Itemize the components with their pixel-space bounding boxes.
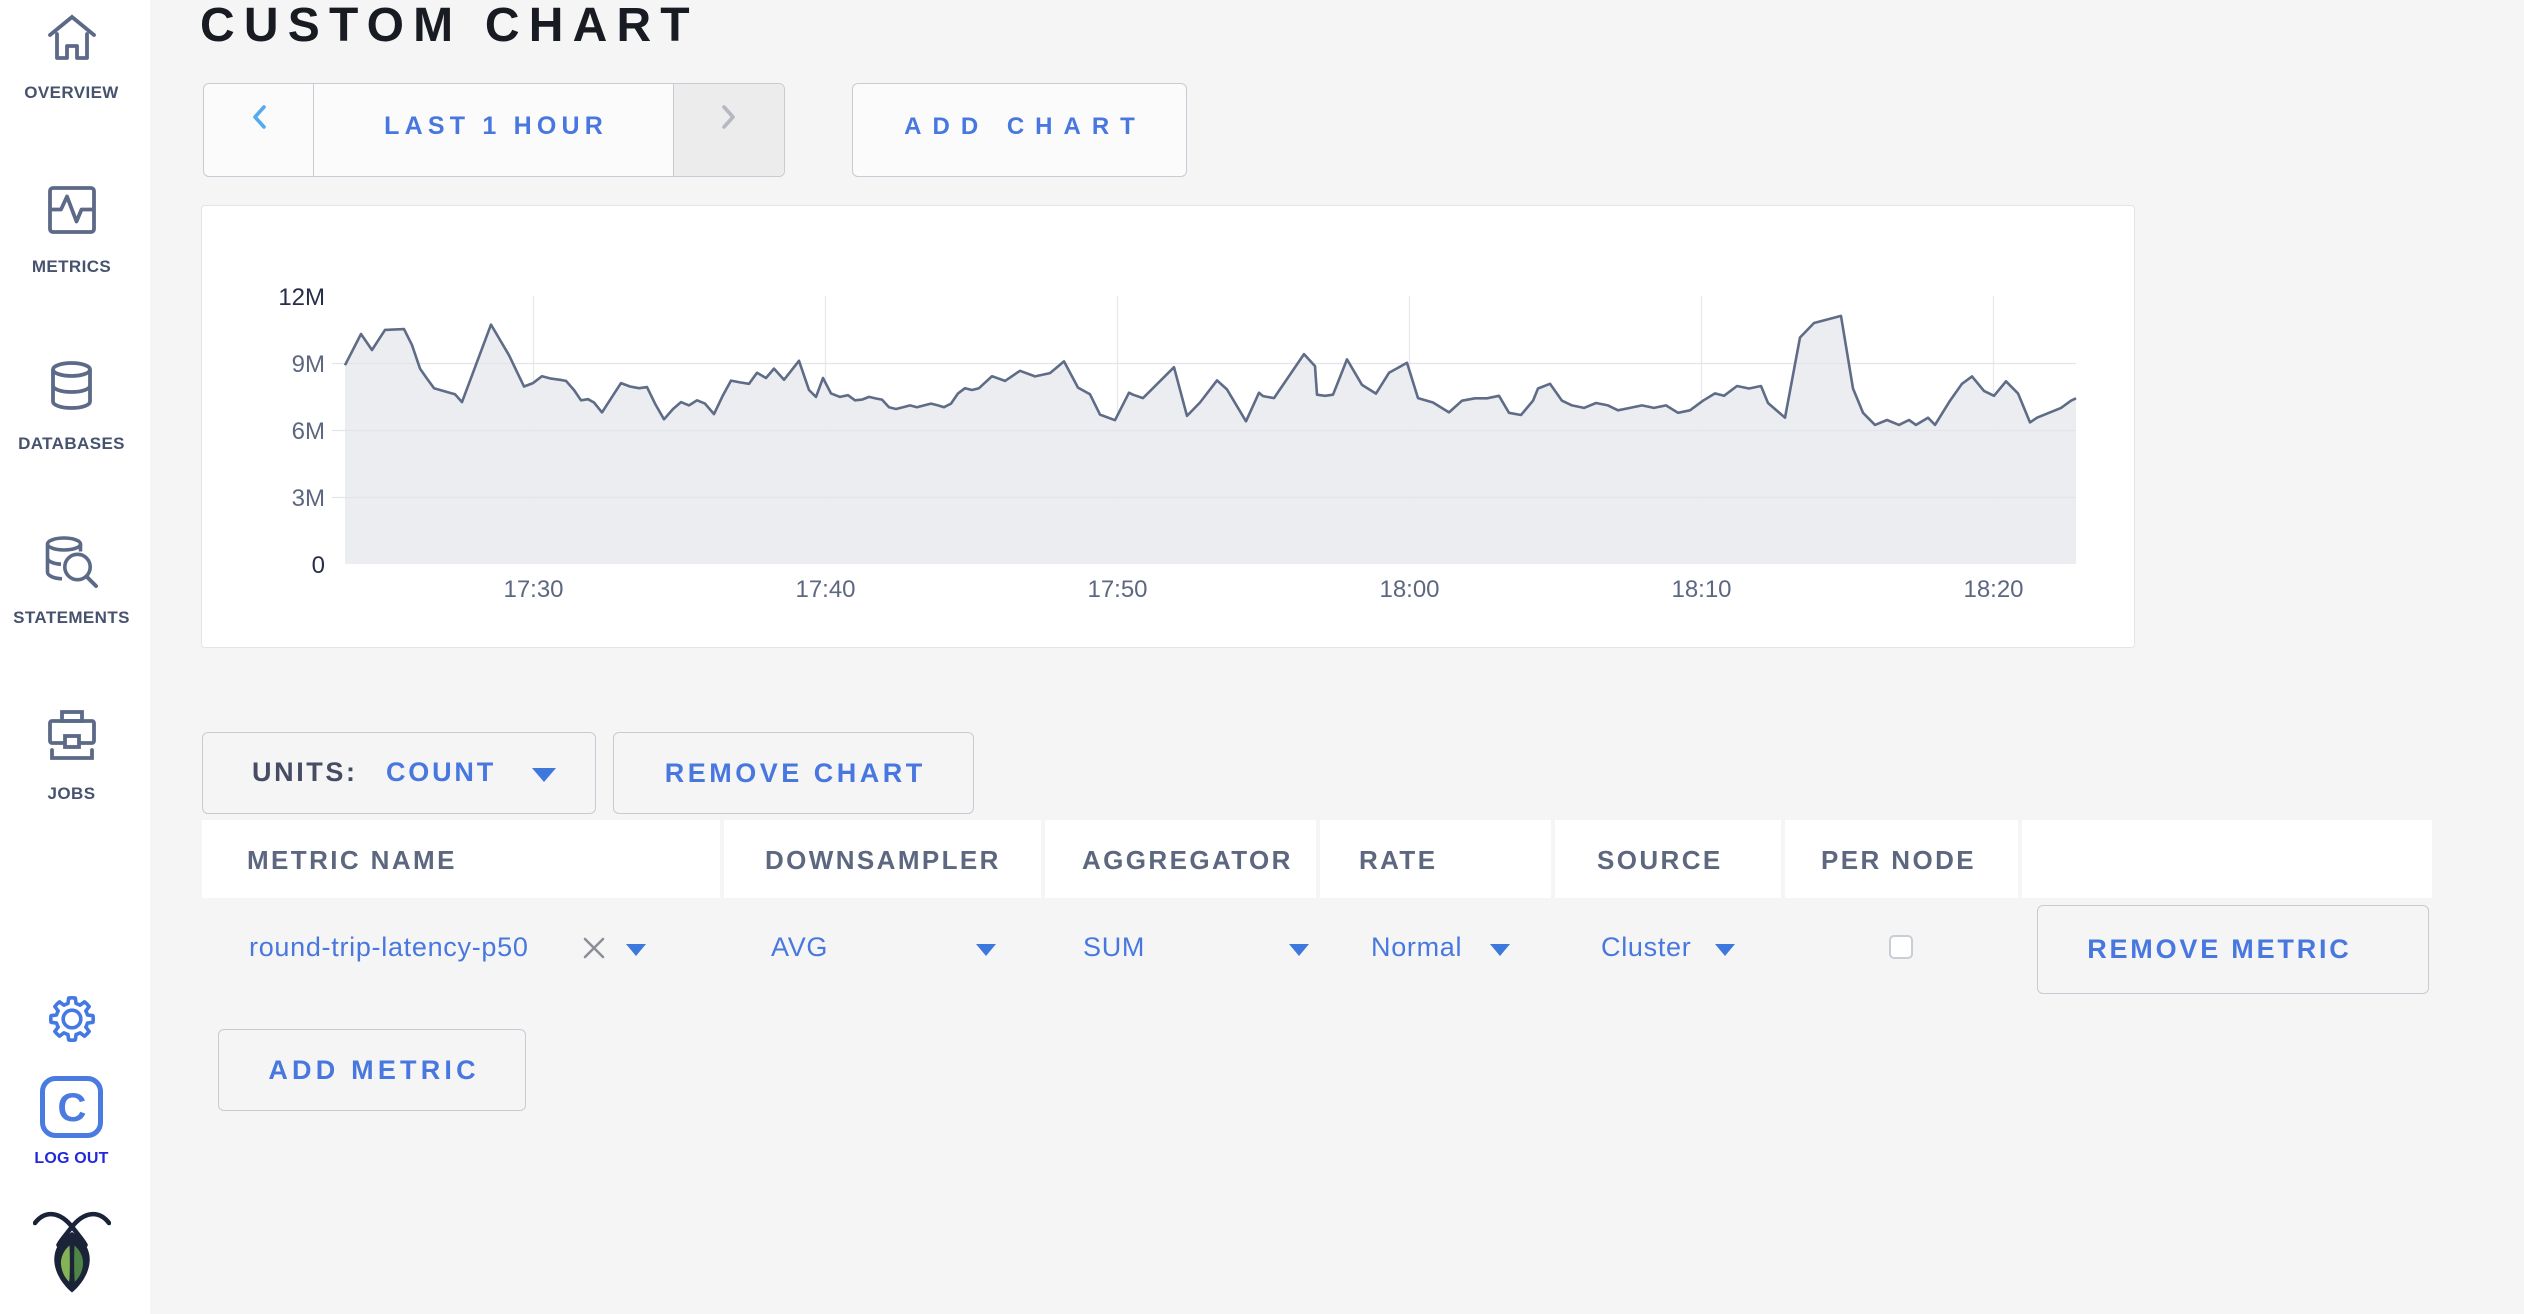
svg-text:9M: 9M [292, 351, 325, 378]
svg-text:6M: 6M [292, 418, 325, 445]
svg-text:17:30: 17:30 [503, 576, 563, 603]
svg-text:18:20: 18:20 [1963, 576, 2023, 603]
svg-text:3M: 3M [292, 485, 325, 512]
svg-text:18:10: 18:10 [1671, 576, 1731, 603]
svg-text:17:50: 17:50 [1087, 576, 1147, 603]
svg-text:0: 0 [312, 552, 325, 579]
svg-text:C: C [58, 1086, 87, 1130]
svg-text:17:40: 17:40 [795, 576, 855, 603]
svg-text:18:00: 18:00 [1379, 576, 1439, 603]
svg-text:12M: 12M [278, 284, 325, 311]
